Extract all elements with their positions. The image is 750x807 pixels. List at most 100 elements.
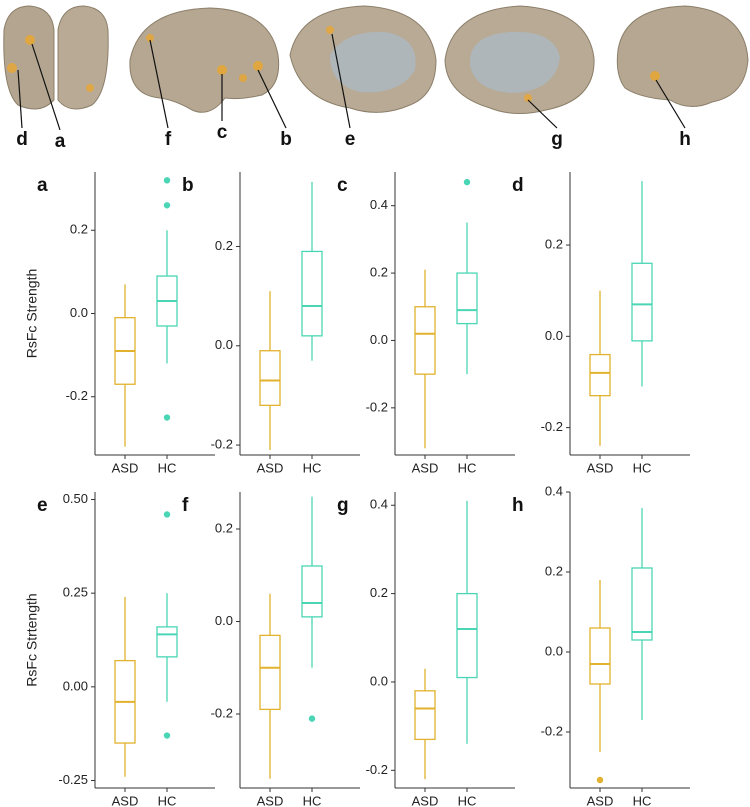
y-tick-label: 0.25 [63,585,88,600]
y-tick-label: 0.0 [545,643,563,658]
activation [25,35,35,45]
y-tick-label: 0.2 [70,222,88,237]
panel-letter: d [512,175,524,196]
box [456,272,478,325]
panel-letter: h [512,495,524,516]
x-tick-label: ASD [587,460,614,475]
y-tick-label: 0.0 [370,673,388,688]
y-tick-label: 0.2 [215,520,233,535]
activation [7,63,17,73]
panel-letter: a [37,175,48,196]
x-tick-label: ASD [587,793,614,807]
leader-line [257,69,287,129]
y-tick-label: 0.4 [545,483,563,498]
x-tick-label: HC [158,793,177,807]
activation [217,65,227,75]
leader-line [331,33,351,129]
y-tick-label: 0.4 [370,197,388,212]
outlier [163,414,171,421]
x-tick-label: HC [458,460,477,475]
brain-label: g [551,129,563,150]
activation [326,26,334,34]
leader-line [527,99,558,129]
y-tick-label: 0.0 [215,337,233,352]
activation [146,34,154,42]
brain-label: a [55,131,66,152]
medial-wall [469,31,560,93]
outlier [596,776,604,784]
x-tick-label: HC [633,460,652,475]
outlier [163,202,171,209]
y-tick-label: 0.4 [370,497,388,512]
outlier [308,715,316,722]
brain-label: f [165,129,172,150]
brain-frontal-right [57,5,109,110]
box [414,306,436,375]
brain-lateral-right [616,5,749,107]
x-tick-label: HC [303,460,322,475]
x-tick-label: ASD [112,460,139,475]
leader-line [655,79,686,129]
outlier [463,178,471,186]
y-tick-label: -0.25 [58,772,88,787]
activation [239,74,247,82]
brain-label: c [217,122,228,143]
leader-line [31,43,61,131]
outlier [163,177,171,184]
y-tick-label: -0.2 [211,437,233,452]
y-tick-label: 0.0 [545,328,563,343]
box [589,627,611,685]
y-tick-label: 0.2 [545,563,563,578]
box [301,565,323,618]
y-tick-label: 0.2 [545,236,563,251]
box [456,592,478,679]
leader-line [17,69,23,129]
brain-label: d [16,129,28,150]
activation [86,84,94,92]
brain-lateral-left [129,7,280,113]
brain-label: e [345,129,356,150]
x-tick-label: HC [158,460,177,475]
brain-label: b [280,129,292,150]
y-tick-label: -0.2 [211,705,233,720]
brain-label: h [679,129,691,150]
y-tick-label: -0.2 [366,762,388,777]
outlier [163,732,171,739]
x-tick-label: ASD [257,460,284,475]
box [631,262,653,342]
activation [650,71,660,81]
activation [253,61,263,71]
brain-frontal-left [3,5,55,110]
activation [524,94,532,102]
box [631,567,653,641]
y-tick-label: 0.0 [70,305,88,320]
y-tick-label: 0.00 [63,678,88,693]
box [589,353,611,397]
box [259,634,281,711]
panel-letter: f [182,495,189,516]
y-tick-label: -0.2 [66,388,88,403]
x-tick-label: HC [303,793,322,807]
y-tick-label: 0.0 [215,613,233,628]
y-tick-label: -0.2 [541,723,563,738]
panel-letter: b [182,175,194,196]
y-axis-label: RsFc Strength [24,269,40,358]
brain-images [3,5,749,114]
y-axis-label: RsFc Strtength [24,593,40,686]
x-tick-label: ASD [112,793,139,807]
x-tick-label: HC [633,793,652,807]
outlier [163,511,171,518]
x-tick-label: ASD [412,793,439,807]
x-tick-label: ASD [412,460,439,475]
y-tick-label: 0.2 [370,585,388,600]
box [301,250,323,337]
leader-line [149,39,169,129]
medial-wall [330,31,416,93]
y-tick-label: -0.2 [366,399,388,414]
x-tick-label: HC [458,793,477,807]
box [259,350,281,407]
y-tick-label: 0.2 [370,265,388,280]
box [156,626,178,658]
x-tick-label: ASD [257,793,284,807]
